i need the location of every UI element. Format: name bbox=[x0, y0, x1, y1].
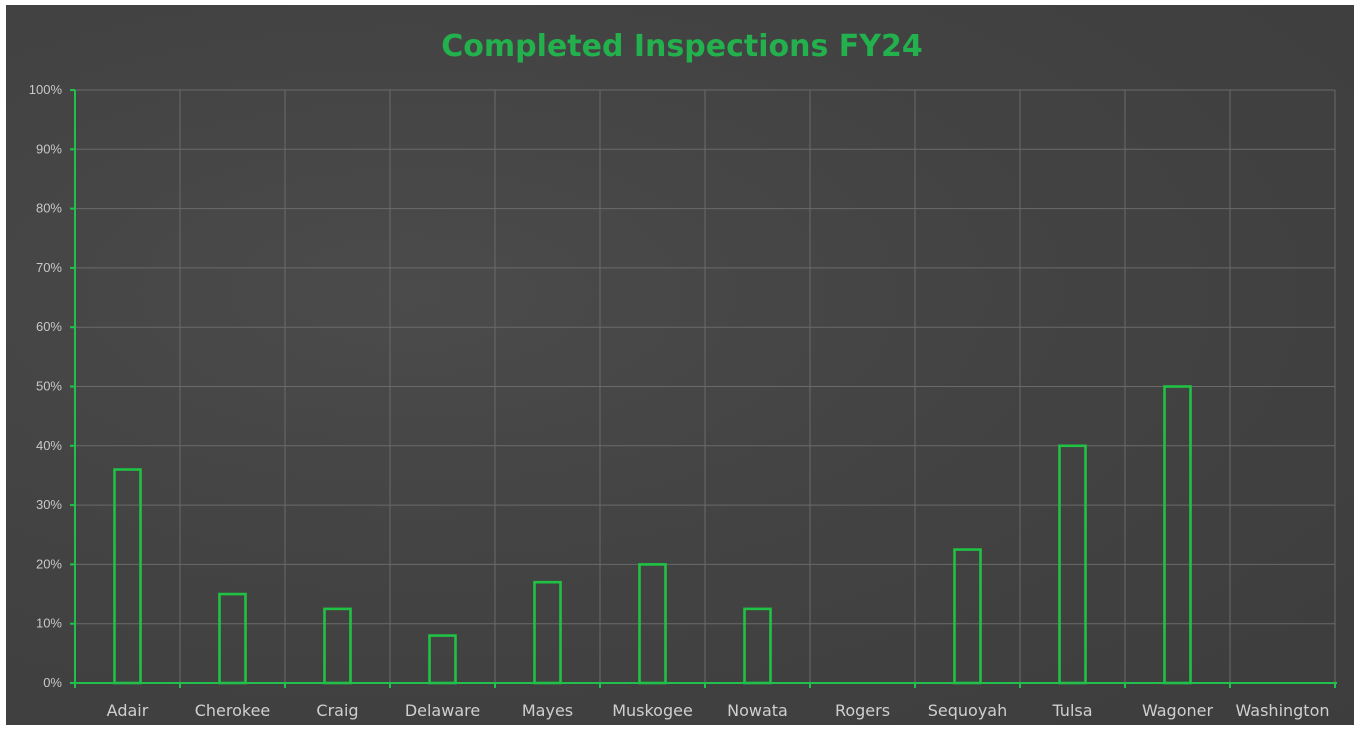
bar-sequoyah bbox=[953, 548, 982, 685]
x-tick-label: Mayes bbox=[522, 701, 573, 720]
x-tick-label: Rogers bbox=[835, 701, 890, 720]
x-tick-label: Wagoner bbox=[1142, 701, 1214, 720]
x-tick-label: Washington bbox=[1235, 701, 1329, 720]
bar-wagoner bbox=[1163, 385, 1192, 685]
chart-title: Completed Inspections FY24 bbox=[441, 29, 922, 64]
bar-craig bbox=[323, 607, 352, 685]
y-tick-label: 80% bbox=[36, 201, 62, 216]
x-tick-label: Nowata bbox=[727, 701, 788, 720]
bar-mayes bbox=[533, 580, 562, 685]
bar-cherokee bbox=[218, 592, 247, 685]
bar-adair bbox=[113, 468, 142, 685]
y-tick-label: 40% bbox=[36, 438, 62, 453]
y-tick-label: 30% bbox=[36, 497, 62, 512]
bar-nowata bbox=[743, 607, 772, 685]
x-tick-label: Delaware bbox=[405, 701, 480, 720]
bars bbox=[113, 385, 1192, 685]
y-tick-label: 10% bbox=[36, 616, 62, 631]
x-tick-label: Sequoyah bbox=[928, 701, 1008, 720]
y-tick-label: 20% bbox=[36, 556, 62, 571]
y-tick-label: 90% bbox=[36, 141, 62, 156]
y-tick-label: 0% bbox=[43, 675, 62, 690]
x-tick-label: Muskogee bbox=[612, 701, 693, 720]
x-axis-ticks: Adair Cherokee Craig Delaware Mayes Muskogee N… bbox=[107, 701, 1330, 720]
chart-area bbox=[6, 5, 1354, 725]
y-tick-label: 50% bbox=[36, 379, 62, 394]
bar-delaware bbox=[428, 634, 457, 685]
x-tick-label: Craig bbox=[316, 701, 358, 720]
y-axis-ticks: 0% 10% 20% 30% 40% 50% 60% 70% 80% 90% 100% bbox=[29, 82, 63, 690]
y-tick-label: 70% bbox=[36, 260, 62, 275]
axes bbox=[70, 89, 1337, 688]
x-tick-label: Cherokee bbox=[195, 701, 271, 720]
y-tick-label: 60% bbox=[36, 319, 62, 334]
gridlines bbox=[75, 89, 1336, 683]
x-tick-label: Adair bbox=[107, 701, 149, 720]
x-tick-label: Tulsa bbox=[1051, 701, 1092, 720]
y-tick-label: 100% bbox=[29, 82, 63, 97]
